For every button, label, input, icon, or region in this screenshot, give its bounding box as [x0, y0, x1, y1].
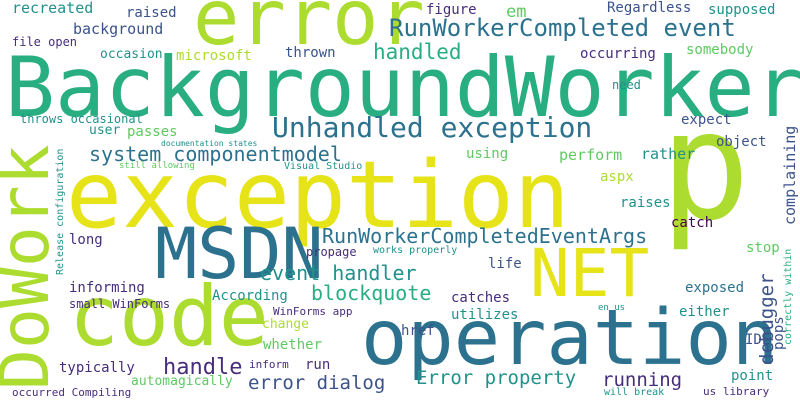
word: Visual Studio	[284, 161, 363, 172]
word: error	[193, 0, 425, 63]
word: correctly within	[783, 248, 794, 345]
word: long	[69, 232, 103, 248]
word: point	[731, 368, 774, 384]
word: em	[506, 2, 527, 22]
word: informing	[69, 280, 145, 296]
word: somebody	[686, 42, 754, 58]
word: IDE	[745, 332, 771, 348]
word: href	[401, 323, 435, 339]
word: According	[212, 288, 288, 304]
word: typically	[59, 360, 135, 376]
word: code	[69, 268, 269, 365]
word: en us	[598, 303, 626, 313]
word: documentation states	[161, 139, 258, 148]
word: passes	[127, 124, 178, 140]
word: handled	[373, 40, 462, 64]
word: aspx	[600, 169, 634, 185]
word: thrown	[285, 45, 336, 61]
word: RunWorkerCompletedEventArgs	[322, 224, 648, 248]
word: occasion	[100, 47, 163, 62]
word: file open	[12, 35, 78, 49]
word: BackgroundWorker	[5, 39, 800, 136]
word: figure	[426, 2, 477, 18]
word: Release configuration	[55, 148, 66, 275]
word: RunWorkerCompleted event	[389, 14, 736, 42]
word: operation	[361, 294, 779, 383]
word: us library	[703, 385, 770, 398]
word: life	[488, 256, 522, 272]
word: automagically	[131, 374, 233, 389]
word: raises	[620, 195, 671, 211]
word: Error property	[416, 367, 577, 389]
word: run	[305, 357, 331, 373]
word: catches	[451, 290, 511, 306]
word: propage	[306, 245, 357, 259]
word: system componentmodel	[89, 142, 342, 166]
word: Regardless	[607, 0, 692, 16]
word: object	[716, 134, 767, 150]
word: recreated	[12, 0, 94, 17]
word: error dialog	[248, 372, 386, 394]
word: throws occasional	[20, 112, 143, 126]
word: background	[73, 20, 164, 38]
word: user	[89, 123, 121, 138]
word: event handler	[260, 261, 417, 285]
word: running	[602, 369, 683, 391]
word: whether	[263, 337, 323, 353]
word: utilizes	[451, 307, 519, 323]
word: WinForms app	[273, 305, 353, 318]
word: blockquote	[311, 281, 432, 305]
word: Unhandled exception	[272, 111, 593, 144]
word: works properly	[373, 245, 458, 256]
word: exposed	[685, 280, 745, 296]
word: microsoft	[176, 48, 252, 64]
word: inform	[249, 358, 289, 371]
word: change	[262, 317, 309, 332]
word: supposed	[708, 2, 776, 18]
word: occurring	[580, 46, 656, 62]
word: stop	[746, 240, 780, 256]
word: DoWork	[0, 144, 65, 390]
word: complaining	[781, 125, 799, 225]
word: catch	[671, 215, 714, 231]
word: perform	[559, 146, 623, 164]
word: raised	[126, 5, 177, 21]
word: still allowing	[119, 161, 195, 171]
word: either	[679, 304, 730, 320]
word: handle	[163, 355, 243, 380]
word: expect	[681, 112, 732, 128]
word: exception	[66, 141, 570, 249]
word: rather	[641, 145, 696, 163]
word: MSDN	[155, 213, 324, 295]
word: occurred Compiling	[12, 386, 132, 399]
word: using	[466, 146, 509, 162]
word: will break	[604, 387, 665, 398]
word: NET	[530, 235, 650, 312]
word: need	[612, 78, 641, 92]
word: small WinForms	[69, 297, 171, 311]
word: p	[660, 80, 751, 254]
